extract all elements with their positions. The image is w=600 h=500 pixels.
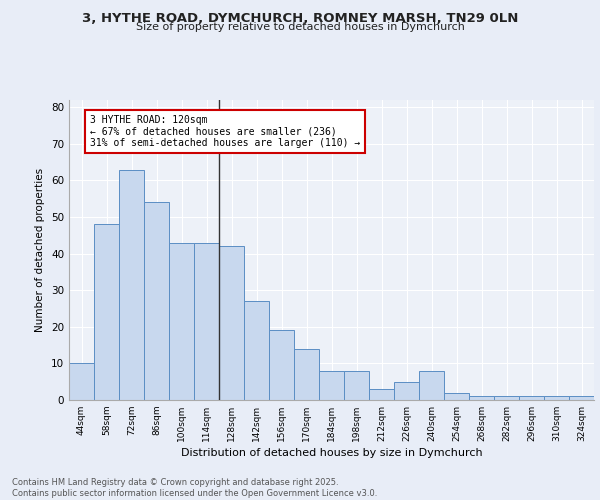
Bar	[219, 246, 244, 400]
Bar	[369, 389, 394, 400]
Bar	[544, 396, 569, 400]
Bar	[269, 330, 294, 400]
Bar	[444, 392, 469, 400]
Y-axis label: Number of detached properties: Number of detached properties	[35, 168, 46, 332]
Bar	[244, 301, 269, 400]
Bar	[394, 382, 419, 400]
Bar	[469, 396, 494, 400]
Bar	[344, 370, 369, 400]
Bar	[144, 202, 169, 400]
X-axis label: Distribution of detached houses by size in Dymchurch: Distribution of detached houses by size …	[181, 448, 482, 458]
Bar	[519, 396, 544, 400]
Text: Contains HM Land Registry data © Crown copyright and database right 2025.
Contai: Contains HM Land Registry data © Crown c…	[12, 478, 377, 498]
Bar	[119, 170, 144, 400]
Bar	[319, 370, 344, 400]
Text: 3, HYTHE ROAD, DYMCHURCH, ROMNEY MARSH, TN29 0LN: 3, HYTHE ROAD, DYMCHURCH, ROMNEY MARSH, …	[82, 12, 518, 26]
Bar	[494, 396, 519, 400]
Bar	[69, 364, 94, 400]
Bar	[419, 370, 444, 400]
Text: 3 HYTHE ROAD: 120sqm
← 67% of detached houses are smaller (236)
31% of semi-deta: 3 HYTHE ROAD: 120sqm ← 67% of detached h…	[90, 114, 361, 148]
Bar	[294, 349, 319, 400]
Bar	[194, 242, 219, 400]
Bar	[94, 224, 119, 400]
Text: Size of property relative to detached houses in Dymchurch: Size of property relative to detached ho…	[136, 22, 464, 32]
Bar	[169, 242, 194, 400]
Bar	[569, 396, 594, 400]
